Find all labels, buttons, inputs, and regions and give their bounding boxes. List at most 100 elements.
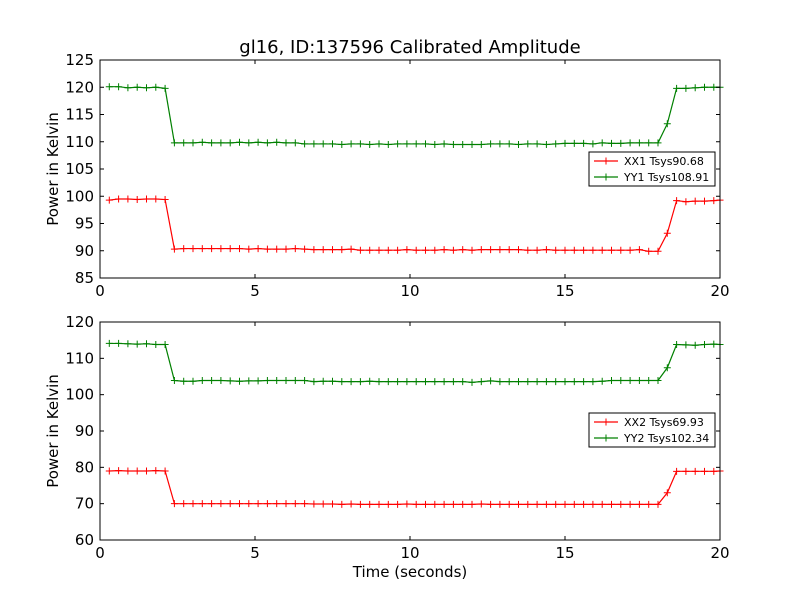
series-point-1-0 <box>217 500 225 508</box>
series-point-1-1 <box>301 376 309 384</box>
series-point-1-1 <box>161 341 169 349</box>
series-point-0-0 <box>626 246 634 254</box>
series-point-0-0 <box>403 246 411 254</box>
series-point-0-1 <box>245 139 253 147</box>
series-point-1-1 <box>598 377 606 385</box>
series-point-0-1 <box>105 83 113 91</box>
series-point-0-0 <box>245 245 253 253</box>
series-point-1-1 <box>552 378 560 386</box>
series-point-1-0 <box>673 467 681 475</box>
series-point-1-1 <box>459 378 467 386</box>
series-point-1-1 <box>542 378 550 386</box>
series-point-0-1 <box>608 139 615 147</box>
y-tick-label: 100 <box>65 187 94 205</box>
series-point-1-1 <box>663 364 671 372</box>
series-point-0-1 <box>701 83 708 91</box>
plot-top-ticks-layer: 0 5 10 15 20 85 90 95 100 105 110 115 120 125 <box>65 51 729 300</box>
series-point-1-0 <box>533 500 541 508</box>
series-point-1-1 <box>394 378 402 386</box>
series-point-0-1 <box>654 139 662 147</box>
series-point-1-1 <box>412 378 420 386</box>
series-point-0-1 <box>124 84 132 92</box>
series-point-0-0 <box>654 247 662 255</box>
series-point-1-1 <box>208 376 216 384</box>
x-tick-label: 15 <box>555 544 574 562</box>
series-point-1-1 <box>310 378 318 386</box>
y-tick-label: 90 <box>75 242 94 260</box>
series-point-0-0 <box>319 246 327 254</box>
series-point-0-0 <box>449 246 457 254</box>
series-point-1-0 <box>403 500 411 508</box>
series-point-0-0 <box>338 246 346 254</box>
y-tick-label: 115 <box>65 106 94 124</box>
series-point-1-0 <box>654 500 662 508</box>
y-tick-label: 80 <box>75 458 94 476</box>
series-point-0-1 <box>663 120 671 128</box>
series-point-0-1 <box>217 139 225 147</box>
series-point-1-0 <box>310 500 318 508</box>
series-point-0-0 <box>198 245 206 253</box>
series-point-1-1 <box>124 340 132 348</box>
series-point-0-1 <box>570 139 578 147</box>
series-point-0-1 <box>645 139 653 147</box>
series-point-0-1 <box>403 140 411 148</box>
series-point-0-1 <box>152 83 160 91</box>
series-point-1-0 <box>663 489 671 497</box>
series-point-0-1 <box>319 140 327 148</box>
series-point-1-1 <box>217 376 225 384</box>
series-point-1-0 <box>329 500 336 508</box>
series-point-0-1 <box>273 138 281 146</box>
series-point-0-1 <box>282 139 290 147</box>
series-point-0-1 <box>515 140 522 148</box>
series-point-0-1 <box>384 140 392 148</box>
series-point-1-0 <box>496 500 504 508</box>
series-point-0-1 <box>682 84 690 92</box>
series-point-1-1 <box>608 376 615 384</box>
series-point-1-1 <box>403 378 411 386</box>
series-point-0-1 <box>431 140 439 148</box>
series-point-0-0 <box>431 246 439 254</box>
series-point-1-0 <box>236 500 243 508</box>
series-point-0-0 <box>236 245 243 253</box>
series-point-1-0 <box>198 500 206 508</box>
legend-marker <box>602 157 610 165</box>
series-point-0-0 <box>329 246 336 254</box>
series-point-1-0 <box>319 500 327 508</box>
series-point-1-1 <box>356 378 364 386</box>
series-point-0-0 <box>384 246 392 254</box>
series-point-1-0 <box>375 500 383 508</box>
series-point-1-1 <box>236 377 243 385</box>
series-point-1-0 <box>347 500 355 508</box>
series-point-1-1 <box>291 376 299 384</box>
legend-label: YY2 Tsys102.34 <box>623 432 709 445</box>
legend-label: YY1 Tsys108.91 <box>623 171 709 184</box>
series-point-1-1 <box>422 378 429 386</box>
series-point-0-0 <box>663 229 671 237</box>
series-point-1-0 <box>105 467 113 475</box>
series-point-0-0 <box>487 246 495 254</box>
legend-marker <box>602 434 610 442</box>
series-point-1-0 <box>589 500 597 508</box>
series-point-1-1 <box>701 341 708 349</box>
series-point-0-1 <box>375 140 383 148</box>
series-point-1-1 <box>180 377 188 385</box>
series-point-0-1 <box>533 140 541 148</box>
series-point-0-0 <box>170 245 178 253</box>
series-point-0-0 <box>226 245 234 253</box>
series-point-1-0 <box>356 500 364 508</box>
chart-title: gl16, ID:137596 Calibrated Amplitude <box>239 37 580 58</box>
plot-top-legend: XX1 Tsys90.68 YY1 Tsys108.91 <box>588 151 716 187</box>
series-point-1-1 <box>477 378 485 386</box>
series-point-0-1 <box>626 139 634 147</box>
series-point-0-1 <box>673 84 681 92</box>
series-point-1-0 <box>580 500 588 508</box>
series-point-1-0 <box>552 500 560 508</box>
x-tick-label: 5 <box>250 282 260 300</box>
series-point-1-1 <box>198 376 206 384</box>
series-point-1-0 <box>701 467 708 475</box>
series-point-1-1 <box>570 378 578 386</box>
series-point-0-0 <box>645 247 653 255</box>
series-point-1-0 <box>440 500 448 508</box>
series-point-0-1 <box>468 140 476 148</box>
x-tick-label: 5 <box>250 544 260 562</box>
